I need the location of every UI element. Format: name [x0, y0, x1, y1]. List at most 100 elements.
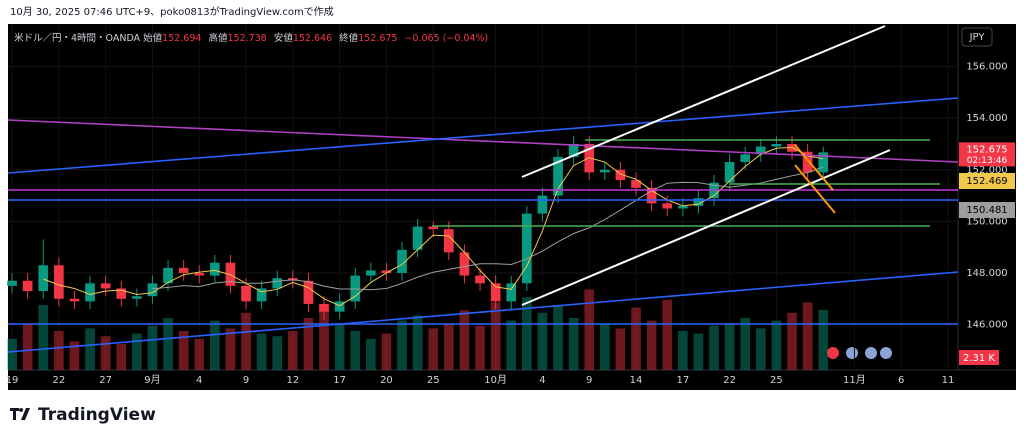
candle-body: [537, 195, 548, 214]
x-tick-label: 11月: [843, 374, 866, 386]
candle-body: [444, 229, 454, 253]
volume-bar: [631, 307, 641, 370]
volume-bar: [132, 333, 142, 370]
candle-body: [69, 298, 80, 302]
candle-body: [303, 280, 314, 304]
volume-bar: [459, 310, 470, 370]
x-tick-label: 25: [427, 375, 440, 386]
candle-body: [693, 198, 704, 206]
event-icon[interactable]: [827, 347, 839, 359]
candle-body: [132, 296, 142, 299]
value: 152.738: [227, 33, 267, 44]
volume-bar: [771, 320, 782, 370]
volume-bar: [272, 336, 283, 370]
volume-bar: [412, 315, 423, 370]
volume-bar: [7, 338, 17, 370]
volume-bar: [802, 302, 813, 370]
trend-line: [7, 97, 959, 174]
volume-bar: [787, 312, 797, 370]
event-icon[interactable]: [846, 347, 858, 359]
event-icon[interactable]: [865, 347, 877, 359]
candle-body: [116, 288, 127, 299]
volume-label: 2.31 K: [963, 353, 995, 364]
volume-bar: [210, 320, 220, 370]
candle-body: [755, 146, 766, 155]
volume-bar: [506, 320, 517, 370]
volume-bar: [69, 341, 80, 370]
volume-bar: [381, 333, 392, 370]
volume-bar: [85, 328, 95, 370]
event-icon[interactable]: [880, 347, 892, 359]
brand-logo: TradingView: [10, 405, 156, 425]
change: −0.065 (−0.04%): [404, 33, 489, 44]
volume-bar: [241, 312, 251, 370]
x-tick-label: 6: [898, 375, 904, 386]
volume-bar: [334, 323, 345, 370]
volume-bar: [537, 312, 548, 370]
y-tick-label: 156.000: [966, 62, 1007, 73]
candle-body: [506, 283, 517, 302]
event-icons: [827, 347, 892, 359]
candle-body: [553, 156, 563, 196]
volume-bar: [100, 336, 111, 370]
value: 152.646: [292, 33, 333, 44]
candle-body: [7, 280, 17, 286]
volume-bar: [256, 333, 267, 370]
volume-bar: [740, 318, 751, 370]
volume-bar: [178, 331, 189, 370]
label: 高値: [208, 33, 228, 44]
moving-average: [152, 166, 824, 291]
volume-bar: [147, 325, 158, 370]
volume-bar: [521, 297, 532, 370]
x-tick-label: 12: [286, 375, 299, 386]
candle-body: [272, 278, 283, 289]
created-note: 10月 30, 2025 07:46 UTC+9、poko0813がTradin…: [10, 5, 334, 18]
y-tick-label: 154.000: [966, 113, 1007, 124]
candle-body: [568, 143, 579, 157]
volume-bar: [553, 305, 563, 370]
volume-bar: [646, 320, 657, 370]
brand: TradingView: [38, 405, 156, 425]
channel-line: [521, 25, 886, 178]
volume-bar: [709, 325, 719, 370]
volume-bar: [116, 344, 127, 370]
candle-body: [677, 205, 688, 209]
volume-bar: [38, 305, 49, 370]
volume-bar: [475, 325, 485, 370]
volume-bar: [319, 307, 329, 370]
countdown: 02:13:46: [967, 156, 1008, 166]
candle-body: [334, 301, 345, 312]
moving-average: [43, 146, 824, 307]
x-tick-label: 27: [99, 375, 112, 386]
candle-body: [194, 272, 205, 276]
channel-line: [794, 144, 834, 191]
candle-body: [740, 154, 751, 163]
candle-body: [521, 213, 532, 284]
trend-line: [7, 271, 959, 353]
value: 152.694: [162, 33, 202, 44]
volume-bar: [724, 323, 735, 370]
volume-bar: [444, 323, 454, 370]
value: 152.675: [358, 33, 398, 44]
volume-bar: [350, 331, 361, 370]
volume-bar: [818, 309, 829, 370]
symbol: 米ドル／円・4時間・OANDA: [14, 33, 141, 44]
candle-body: [662, 203, 673, 209]
ma-label: 150.481: [966, 205, 1007, 216]
volume-bar: [615, 328, 626, 370]
chart-bg: [8, 24, 1016, 390]
candle-body: [490, 283, 501, 302]
candle-body: [599, 169, 610, 173]
volume-bar: [693, 333, 704, 370]
ma-label-box: [959, 173, 1015, 189]
last-price-box: [959, 142, 1015, 167]
currency-button[interactable]: [961, 27, 993, 47]
currency: JPY: [969, 32, 986, 43]
x-tick-label: 17: [333, 375, 346, 386]
x-tick-label: 9: [586, 375, 592, 386]
candle-body: [802, 151, 813, 173]
volume-bar: [677, 331, 688, 370]
volume-label-box: [959, 350, 999, 365]
candle-body: [646, 187, 657, 204]
